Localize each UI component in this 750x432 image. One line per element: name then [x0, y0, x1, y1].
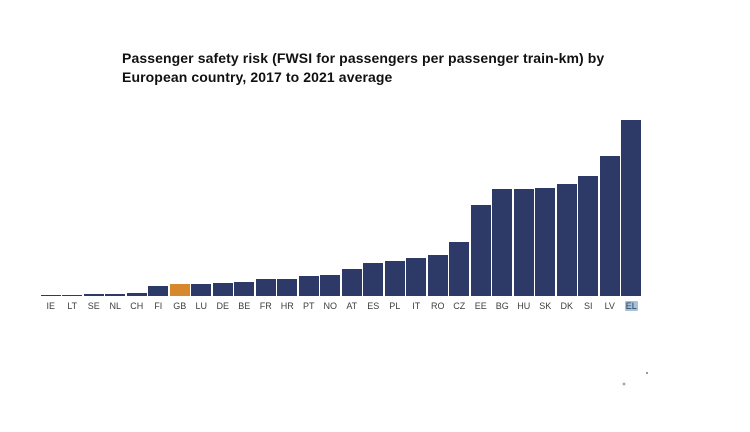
bar-slot-nl [105, 293, 127, 296]
chart-title-line1: Passenger safety risk (FWSI for passenge… [122, 50, 605, 66]
bar-slot-se [83, 294, 105, 296]
bar-lv [599, 156, 620, 296]
bar-slot-at [341, 269, 363, 296]
bar-hr [277, 278, 298, 296]
bar-es [363, 263, 384, 296]
bar-pt [298, 276, 319, 296]
bar-slot-bg [492, 189, 514, 296]
bar-it [406, 258, 427, 296]
x-label-cz: CZ [453, 301, 466, 311]
bar-slot-fi [148, 286, 170, 296]
bar-hu [513, 189, 534, 296]
bar-lt [62, 295, 83, 296]
bar-at [341, 269, 362, 296]
x-label-hr: HR [280, 301, 294, 311]
bar-fr [255, 279, 276, 296]
bar-cz [449, 242, 470, 296]
bar-slot-hu [513, 189, 535, 296]
bar-slot-no [320, 275, 342, 296]
x-label-at: AT [346, 301, 358, 311]
bar-si [578, 176, 599, 296]
bar-no [320, 275, 341, 296]
bar-lu [191, 284, 212, 296]
bar-gb [169, 284, 190, 296]
x-label-ro: RO [431, 301, 445, 311]
x-axis-labels: IE LT SE NL CH FI GB LU DE BE FR HR PT NO AT ES PL IT RO CZ… [40, 300, 643, 312]
bar-fi [148, 286, 169, 296]
bar-ee [470, 205, 491, 296]
x-label-el: EL [624, 301, 638, 311]
bar-slot-dk [556, 184, 578, 296]
bar-slot-hr [277, 278, 299, 296]
x-label-nl: NL [109, 301, 121, 311]
bar-slot-gb [169, 284, 191, 296]
x-label-lv: LV [604, 301, 615, 311]
bar-dk [556, 184, 577, 296]
bar-de [212, 283, 233, 296]
bar-slot-el [621, 120, 643, 296]
x-label-lt: LT [67, 301, 78, 311]
chart-title-line2: European country, 2017 to 2021 average [122, 68, 393, 85]
bar-slot-es [363, 263, 385, 296]
x-label-es: ES [367, 301, 380, 311]
bar-slot-ro [427, 255, 449, 296]
bar-se [83, 294, 104, 296]
x-label-lu: LU [195, 301, 207, 311]
bar-slot-lu [191, 284, 213, 296]
bar-slot-lv [599, 156, 621, 296]
x-label-bg: BG [495, 301, 509, 311]
x-label-ee: EE [474, 301, 487, 311]
bar-pl [384, 261, 405, 296]
x-label-ch: CH [130, 301, 144, 311]
bar-slot-de [212, 283, 234, 296]
x-label-fi: FI [154, 301, 163, 311]
bar-be [234, 282, 255, 296]
bar-slot-ie [40, 295, 62, 296]
x-label-dk: DK [560, 301, 573, 311]
bar-slot-pl [384, 261, 406, 296]
bar-series [40, 0, 643, 296]
bar-bg [492, 189, 513, 296]
bar-slot-be [234, 282, 256, 296]
bar-slot-lt [62, 295, 84, 296]
chart-title: Passenger safety risk (FWSI for passenge… [122, 49, 662, 86]
x-label-si: SI [583, 301, 593, 311]
bar-slot-si [578, 176, 600, 296]
bar-slot-it [406, 258, 428, 296]
speck-dot [646, 372, 648, 374]
x-label-hu: HU [517, 301, 531, 311]
bar-slot-fr [255, 279, 277, 296]
x-label-de: DE [216, 301, 229, 311]
x-label-pt: PT [302, 301, 315, 311]
bar-ie [40, 295, 61, 296]
bar-slot-sk [535, 188, 557, 296]
bar-slot-ee [470, 205, 492, 296]
x-label-sk: SK [539, 301, 552, 311]
x-label-gb: GB [173, 301, 187, 311]
x-label-se: SE [87, 301, 100, 311]
x-label-pl: PL [389, 301, 401, 311]
bar-slot-cz [449, 242, 471, 296]
x-label-fr: FR [259, 301, 272, 311]
x-label-ie: IE [46, 301, 55, 311]
bar-ch [126, 292, 147, 296]
bar-sk [535, 188, 556, 296]
bar-ro [427, 255, 448, 296]
bar-el [621, 120, 642, 296]
x-label-be: BE [238, 301, 251, 311]
x-label-it: IT [412, 301, 421, 311]
speck-dot [623, 383, 625, 385]
bar-slot-ch [126, 292, 148, 296]
bar-slot-pt [298, 276, 320, 296]
x-label-no: NO [323, 301, 338, 311]
bar-nl [105, 293, 126, 296]
